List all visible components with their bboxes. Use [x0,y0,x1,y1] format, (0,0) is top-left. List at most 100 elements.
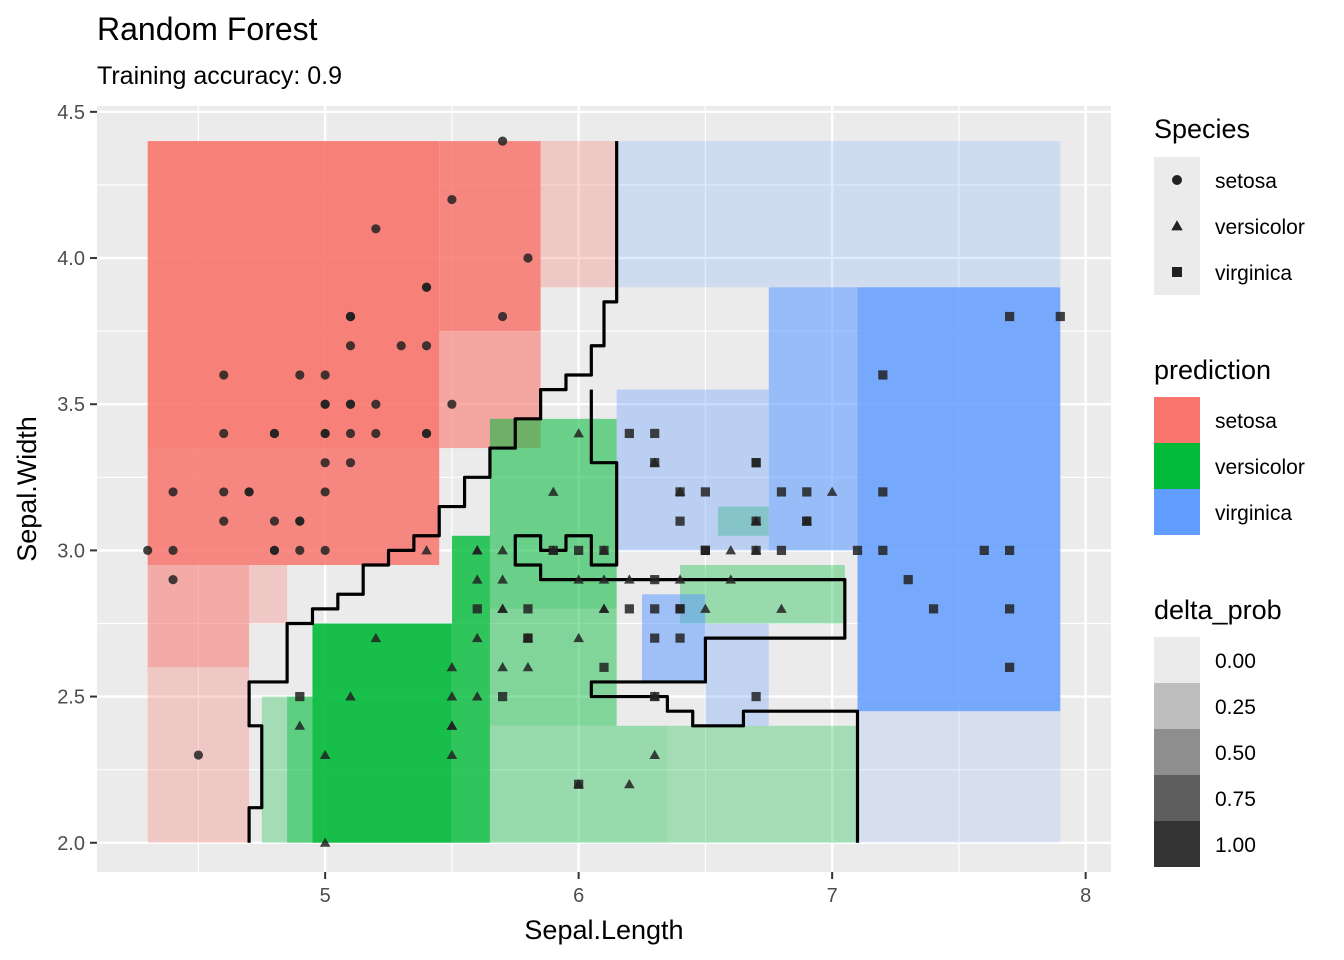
point-setosa [168,487,178,497]
point-virginica [650,633,660,643]
point-virginica [295,691,305,702]
point-versicolor [497,603,508,613]
region-setosa [439,141,541,332]
legend-key-triangle [1171,220,1183,231]
legend-label: 1.00 [1215,834,1256,857]
point-setosa [371,428,381,439]
legend-prediction-title: prediction [1154,355,1271,385]
legend-key-swatch [1154,683,1200,729]
point-setosa [320,370,330,380]
point-virginica [1005,311,1015,322]
point-virginica [624,604,634,614]
point-virginica [650,428,660,439]
point-versicolor [624,574,635,584]
legend-key-swatch [1154,729,1200,775]
point-versicolor [649,749,660,760]
point-versicolor [497,662,508,672]
point-virginica [472,604,482,614]
x-tick-label: 5 [320,885,331,907]
legend-species-title: Species [1154,114,1250,144]
point-virginica [1005,545,1015,555]
point-virginica [650,691,660,702]
point-virginica [574,545,584,555]
legend-label: virginica [1215,262,1292,285]
point-virginica [928,604,939,614]
y-tick-label: 4.5 [57,102,85,124]
point-versicolor [522,662,534,672]
point-virginica [574,779,584,789]
region-versicolor [667,725,858,843]
point-versicolor [598,574,610,584]
point-virginica [802,487,812,497]
point-setosa [269,428,280,439]
point-setosa [421,341,432,351]
point-virginica [498,691,508,702]
point-setosa [168,545,178,555]
point-versicolor [725,574,737,584]
prediction-regions [147,141,1061,843]
legend-label: setosa [1215,170,1277,193]
point-virginica [776,487,787,497]
point-setosa [168,575,178,585]
point-virginica [878,545,888,555]
point-virginica [675,604,685,614]
legend-key-swatch [1154,637,1200,683]
point-setosa [320,458,330,468]
legend-key-swatch [1154,775,1200,821]
data-points [143,136,1065,847]
point-virginica [751,691,761,702]
y-tick-label: 4.0 [57,248,85,270]
legend-prediction: prediction setosa versicolor virginica [1154,355,1305,535]
point-versicolor [294,720,306,730]
region-setosa [249,565,288,624]
point-versicolor [421,545,432,555]
region-versicolor [451,535,490,843]
point-setosa [320,545,330,555]
point-versicolor [573,632,584,643]
legend-label: 0.00 [1215,650,1256,673]
point-setosa [345,428,356,439]
x-tick-label: 7 [827,885,838,907]
point-setosa [345,311,356,322]
point-versicolor [497,574,508,584]
point-virginica [979,545,989,555]
legend-key-square [1172,267,1182,277]
point-setosa [523,253,533,263]
legend-label: 0.75 [1215,788,1256,811]
point-virginica [751,516,761,526]
y-tick-label: 3.5 [57,394,85,416]
region-versicolor [680,565,845,624]
point-setosa [320,399,330,409]
point-virginica [650,575,660,585]
y-tick-label: 2.0 [57,833,85,855]
point-versicolor [548,486,559,496]
point-virginica [878,370,888,380]
decision-boundary [513,389,860,843]
point-versicolor [471,574,483,584]
y-axis-title: Sepal.Width [12,416,42,562]
legend-label: 0.25 [1215,696,1256,719]
point-virginica [1005,662,1015,672]
point-virginica [1055,311,1065,322]
point-versicolor [598,603,610,613]
region-virginica [768,287,858,551]
point-versicolor [471,691,483,701]
point-versicolor [345,691,356,701]
legend-label: virginica [1215,502,1292,525]
region-virginica [857,287,1061,712]
point-virginica [675,516,685,526]
point-setosa [421,428,432,439]
point-versicolor [674,574,686,584]
point-versicolor [471,545,483,555]
point-setosa [371,399,381,409]
point-setosa [193,750,203,760]
region-versicolor [287,696,313,843]
point-setosa [295,370,305,380]
point-virginica [675,487,685,497]
point-versicolor [497,545,508,555]
legend-key-swatch [1154,443,1200,489]
decision-boundaries [247,141,860,843]
point-setosa [269,516,280,526]
point-setosa [219,516,229,526]
legend-key-swatch [1154,821,1200,867]
